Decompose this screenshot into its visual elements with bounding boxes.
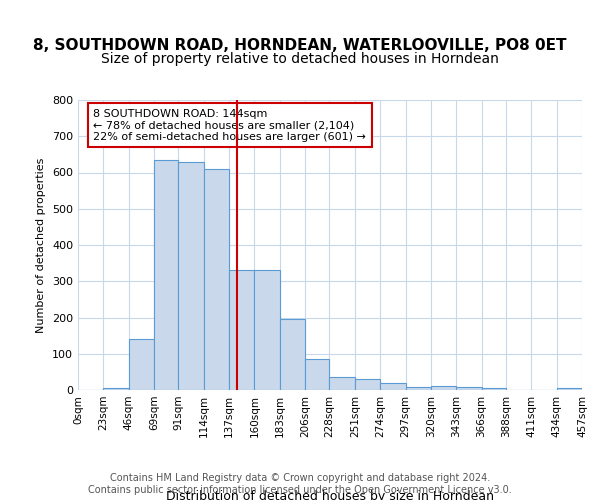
X-axis label: Distribution of detached houses by size in Horndean: Distribution of detached houses by size …: [166, 490, 494, 500]
Bar: [154, 160, 178, 390]
Bar: [129, 339, 154, 390]
Bar: [329, 378, 355, 390]
Bar: [229, 270, 254, 390]
Bar: [280, 320, 305, 390]
Bar: [178, 162, 204, 390]
Bar: [406, 387, 431, 390]
Bar: [431, 386, 456, 390]
Bar: [456, 387, 482, 390]
Bar: [380, 383, 406, 390]
Bar: [103, 388, 129, 390]
Bar: [204, 169, 229, 390]
Text: Size of property relative to detached houses in Horndean: Size of property relative to detached ho…: [101, 52, 499, 66]
Bar: [305, 359, 329, 390]
Text: 8 SOUTHDOWN ROAD: 144sqm
← 78% of detached houses are smaller (2,104)
22% of sem: 8 SOUTHDOWN ROAD: 144sqm ← 78% of detach…: [93, 108, 366, 142]
Bar: [355, 379, 380, 390]
Y-axis label: Number of detached properties: Number of detached properties: [37, 158, 46, 332]
Bar: [557, 388, 582, 390]
Bar: [482, 388, 506, 390]
Bar: [254, 270, 280, 390]
Text: Contains HM Land Registry data © Crown copyright and database right 2024.
Contai: Contains HM Land Registry data © Crown c…: [88, 474, 512, 495]
Text: 8, SOUTHDOWN ROAD, HORNDEAN, WATERLOOVILLE, PO8 0ET: 8, SOUTHDOWN ROAD, HORNDEAN, WATERLOOVIL…: [33, 38, 567, 52]
